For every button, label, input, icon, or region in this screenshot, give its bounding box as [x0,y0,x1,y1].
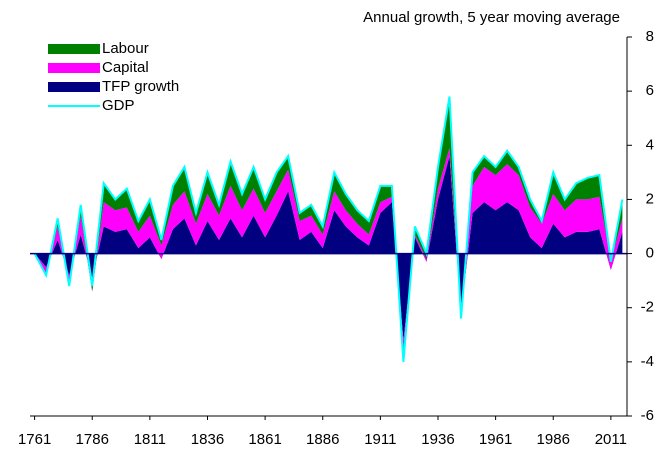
y-tick-label: 6 [646,82,654,99]
x-tick-label: 2011 [595,431,627,448]
y-tick-label: 2 [646,190,654,207]
area [34,147,623,349]
legend-swatch [48,63,100,73]
legend-label: TFP growth [102,78,179,95]
legend-label: Labour [102,40,149,57]
legend-label: Capital [102,59,149,76]
x-tick-label: 1786 [76,431,109,448]
y-tick-label: 8 [646,28,654,45]
line [33,96,624,362]
y-tick-label: 4 [646,136,654,153]
x-tick-label: 1861 [248,431,281,448]
y-tick-label: -4 [641,353,654,370]
x-tick-label: 1986 [537,431,570,448]
x-tick-label: 1936 [421,431,454,448]
x-tick-label: 1761 [18,431,51,448]
y-tick-label: -2 [641,299,654,316]
legend-swatch [48,44,100,54]
x-tick-label: 1961 [479,431,512,448]
chart-title: Annual growth, 5 year moving average [363,9,620,26]
area [34,156,623,341]
legend-label: GDP [102,97,135,114]
legend-swatch [48,82,100,92]
y-tick-label: 0 [646,245,654,262]
x-tick-label: 1836 [191,431,224,448]
y-tick-label: -6 [641,407,654,424]
x-tick-label: 1886 [306,431,339,448]
x-tick-label: 1911 [364,431,396,448]
x-tick-label: 1811 [134,431,166,448]
